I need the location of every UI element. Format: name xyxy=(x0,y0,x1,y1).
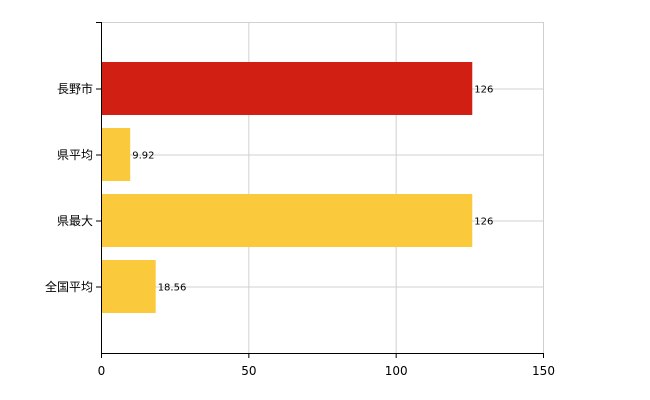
category-label: 県最大 xyxy=(57,214,93,228)
x-tick-label: 50 xyxy=(241,364,256,378)
bar xyxy=(101,194,473,247)
data-label: 18.56 xyxy=(158,283,187,294)
bar xyxy=(101,62,473,115)
bar xyxy=(101,260,156,313)
category-label: 長野市 xyxy=(57,81,93,96)
axes xyxy=(96,22,544,358)
data-label: 126 xyxy=(474,85,493,96)
data-label: 126 xyxy=(474,217,493,228)
x-tick-label: 100 xyxy=(385,364,408,378)
category-label: 県平均 xyxy=(57,148,93,162)
category-label: 全国平均 xyxy=(45,279,93,294)
x-tick-label: 150 xyxy=(532,364,555,378)
x-tick-label: 0 xyxy=(98,364,106,378)
bar xyxy=(101,128,131,181)
data-label: 9.92 xyxy=(132,151,154,162)
bars xyxy=(101,62,473,313)
